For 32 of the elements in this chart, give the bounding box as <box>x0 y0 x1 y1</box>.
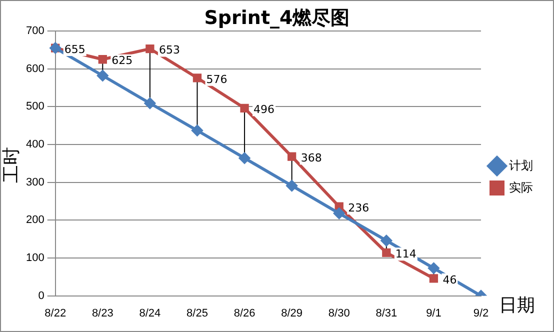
x-tick-label: 8/23 <box>92 307 114 320</box>
x-tick-label: 9/1 <box>426 307 442 320</box>
x-tick-label: 8/24 <box>139 307 161 320</box>
legend-label: 实际 <box>509 180 533 194</box>
data-label: 655 <box>64 42 86 56</box>
y-axis-title: 工时 <box>0 147 23 183</box>
data-label: 236 <box>348 201 370 214</box>
legend-label: 计划 <box>509 158 533 172</box>
x-tick-label: 9/2 <box>473 307 489 320</box>
y-tick-label: 300 <box>26 176 44 188</box>
y-tick-label: 100 <box>26 252 44 264</box>
x-tick-label: 8/29 <box>281 307 303 320</box>
x-tick-label: 8/25 <box>186 307 208 320</box>
data-label: 46 <box>442 273 457 286</box>
data-label: 653 <box>158 44 180 57</box>
y-tick-label: 200 <box>26 214 44 226</box>
y-tick-label: 700 <box>26 25 44 38</box>
x-tick-label: 8/26 <box>234 307 256 320</box>
data-label: 114 <box>395 248 416 261</box>
y-tick-label: 600 <box>26 62 44 75</box>
data-label: 368 <box>300 151 322 164</box>
data-label: 625 <box>112 54 133 68</box>
data-label: 576 <box>206 72 228 86</box>
x-tick-label: 8/31 <box>376 307 398 320</box>
data-label: 496 <box>254 103 275 116</box>
y-tick-label: 500 <box>26 100 44 113</box>
x-tick-label: 8/22 <box>44 307 66 320</box>
chart-title: Sprint_4燃尽图 <box>204 7 350 29</box>
x-axis-title: 日期 <box>499 294 535 317</box>
x-tick-label: 8/30 <box>328 307 350 320</box>
y-tick-label: 0 <box>38 290 44 302</box>
y-tick-label: 400 <box>26 138 44 151</box>
